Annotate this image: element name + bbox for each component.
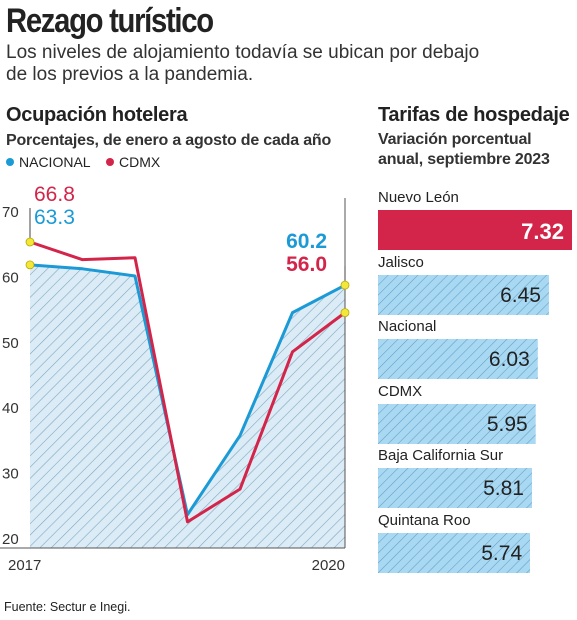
data-point-highlight — [25, 260, 35, 270]
bar — [378, 468, 532, 508]
y-tick-label: 60 — [2, 269, 19, 286]
y-tick-label: 30 — [2, 466, 19, 483]
annotation-nacional-2023: 60.2 — [286, 230, 327, 253]
bar — [378, 210, 572, 250]
source-note: Fuente: Sectur e Inegi. — [4, 600, 131, 614]
left-panel-subtitle: Porcentajes, de enero a agosto de cada a… — [6, 132, 332, 149]
nacional-area — [30, 264, 345, 548]
y-tick-label: 20 — [2, 531, 19, 548]
chart-subtitle-line-1: Los niveles de alojamiento todavía se ub… — [6, 42, 480, 63]
left-panel-title: Ocupación hotelera — [6, 104, 188, 126]
bar-value-label: 6.03 — [488, 348, 530, 371]
bar-value-label: 5.95 — [486, 412, 528, 436]
bar — [378, 339, 538, 379]
data-point-highlight — [340, 308, 350, 318]
bar-category-label: Baja California Sur — [378, 447, 504, 464]
y-tick-label: 70 — [2, 204, 19, 221]
right-panel-subtitle-line-1: Variación porcentual — [378, 131, 532, 148]
x-tick-label: 2020 — [312, 557, 345, 574]
annotation-nacional-2017: 63.3 — [34, 206, 75, 229]
right-panel-title: Tarifas de hospedaje — [378, 104, 570, 126]
bar-category-label: CDMX — [378, 382, 423, 400]
bar-value-label: 5.74 — [481, 541, 523, 565]
annotation-cdmx-2023: 56.0 — [286, 253, 327, 276]
bar — [378, 274, 549, 315]
chart-subtitle-line-2: de los previos a la pandemia. — [6, 64, 254, 85]
y-tick-label: 40 — [2, 400, 19, 417]
bar-value-label: 5.81 — [483, 477, 524, 500]
annotation-cdmx-2017: 66.8 — [34, 183, 75, 206]
legend-cdmx: CDMX — [106, 154, 160, 170]
legend-nacional-dot — [6, 158, 14, 166]
bar-category-label: Nuevo León — [378, 189, 459, 206]
legend-cdmx-dot — [106, 158, 114, 166]
x-tick-label: 2017 — [8, 557, 41, 574]
data-point-highlight — [340, 280, 350, 290]
legend-nacional-label: NACIONAL — [19, 154, 91, 170]
bar-category-label: Jalisco — [378, 253, 424, 271]
bar-value-label: 6.45 — [500, 283, 541, 307]
y-tick-label: 50 — [2, 335, 19, 352]
legend-cdmx-label: CDMX — [119, 154, 161, 170]
bar — [378, 532, 531, 573]
bar-category-label: Quintana Roo — [378, 511, 471, 529]
line-chart: 20 30 40 50 60 70 2017 2020 66.863.3 60.256.0 — [0, 183, 350, 574]
bar-value-label: 7.32 — [521, 219, 564, 244]
cdmx-series-line — [29, 240, 346, 524]
data-point-highlight — [25, 237, 35, 247]
right-panel-subtitle-line-2: anual, septiembre 2023 — [378, 151, 550, 168]
bar — [378, 403, 536, 444]
chart-title: Rezago turístico — [6, 2, 214, 40]
legend-nacional: NACIONAL — [6, 154, 91, 170]
bar-category-label: Nacional — [378, 318, 437, 335]
